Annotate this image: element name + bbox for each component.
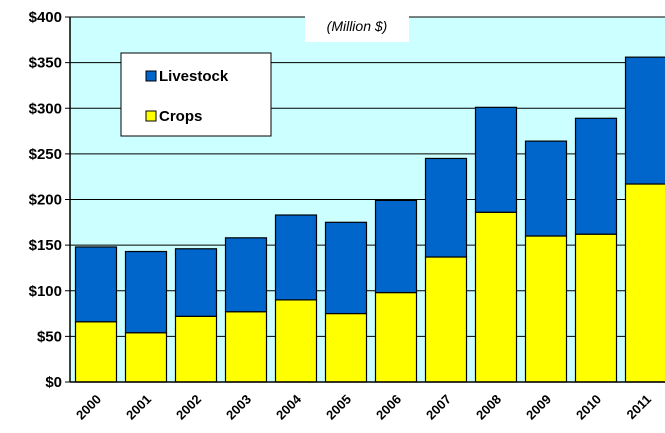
x-tick-label: 2003 (223, 392, 254, 423)
y-tick-label: $200 (29, 192, 62, 209)
gridlines (70, 16, 665, 337)
bar-livestock-2004 (274, 214, 318, 301)
bar-crops-2006 (374, 291, 418, 383)
bar-crops-2003 (224, 311, 268, 383)
y-tick-label: $300 (29, 100, 62, 117)
bar-crops-2000 (74, 321, 118, 383)
bar-livestock-2002 (174, 248, 218, 317)
bar-livestock-2006 (374, 199, 418, 294)
bar-livestock-2005 (324, 221, 368, 315)
x-tick-label: 2010 (573, 392, 604, 423)
y-tick-label: $350 (29, 55, 62, 72)
subtitle-box (305, 10, 409, 42)
bar-livestock-2009 (524, 140, 568, 237)
x-tick-label: 2001 (123, 392, 154, 423)
bar-livestock-2001 (124, 250, 168, 334)
x-tick-label: 2011 (624, 392, 655, 423)
legend-box (120, 52, 272, 137)
legend-label-livestock: Livestock (159, 68, 229, 85)
legend-swatch-crops (145, 110, 157, 122)
x-tick-label: 2005 (323, 392, 354, 423)
y-tick-label: $100 (29, 283, 62, 300)
x-tick-label: 2004 (273, 391, 305, 423)
y-tick-label: $0 (45, 374, 62, 391)
legend-swatch-livestock (145, 70, 157, 82)
bar-livestock-2008 (474, 106, 518, 213)
bar-livestock-2010 (574, 117, 618, 235)
bar-crops-2001 (124, 332, 168, 383)
legend-label-crops: Crops (159, 108, 202, 125)
bar-crops-2009 (524, 235, 568, 383)
bar-crops-2005 (324, 312, 368, 383)
bar-livestock-2003 (224, 237, 268, 313)
y-tick-label: $50 (37, 328, 62, 345)
x-tick-label: 2002 (173, 392, 204, 423)
bar-livestock-2011 (624, 56, 665, 185)
y-tick-label: $150 (29, 237, 62, 254)
bar-crops-2002 (174, 315, 218, 383)
bar-crops-2011 (624, 183, 665, 383)
x-tick-label: 2006 (373, 392, 404, 423)
bar-crops-2010 (574, 233, 618, 383)
x-tick-label: 2007 (423, 392, 454, 423)
bar-livestock-2007 (424, 157, 468, 258)
bar-livestock-2000 (74, 246, 118, 323)
bar-crops-2004 (274, 299, 318, 383)
bar-crops-2008 (474, 211, 518, 383)
x-tick-label: 2008 (473, 392, 504, 423)
bar-crops-2007 (424, 256, 468, 383)
x-tick-label: 2000 (73, 392, 104, 423)
bars (74, 56, 665, 383)
y-axis: $0 $50 $100 $150 $200 $250 $300 $350 $400 (29, 9, 71, 391)
legend: Livestock Crops (120, 52, 272, 137)
x-tick-label: 2009 (523, 392, 554, 423)
y-tick-label: $250 (29, 146, 62, 163)
chart-subtitle: (Million $) (327, 18, 388, 34)
x-axis: 2000 2001 2002 2003 2004 2005 2006 2007 2008 2009… (70, 381, 665, 423)
y-tick-label: $400 (29, 9, 62, 26)
